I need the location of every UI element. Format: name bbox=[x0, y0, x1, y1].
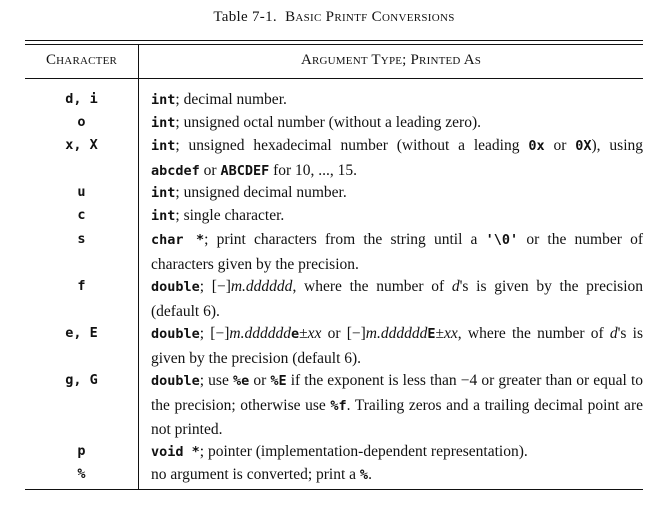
conversion-character: x, X bbox=[65, 137, 98, 153]
conversion-character: p bbox=[77, 443, 86, 459]
conversion-character: e, E bbox=[65, 325, 98, 341]
type-code: int bbox=[151, 208, 176, 224]
top-rule-inner bbox=[25, 44, 643, 45]
description-text: , where the number of bbox=[457, 325, 610, 342]
conversion-description: int; decimal number. bbox=[151, 88, 643, 113]
conversion-description: double; [−]m.dddddd, where the number of… bbox=[151, 275, 643, 323]
description-text: for 10, ..., 15. bbox=[269, 161, 358, 179]
code-literal: ABCDEF bbox=[220, 162, 270, 179]
type-code: void * bbox=[151, 444, 200, 460]
conversion-description: no argument is converted; print a %. bbox=[151, 463, 643, 488]
conversion-character: % bbox=[77, 466, 86, 482]
conversion-description: int; single character. bbox=[151, 204, 643, 229]
code-literal: %e bbox=[232, 373, 250, 389]
type-code: int bbox=[151, 185, 176, 201]
top-rule bbox=[25, 40, 643, 41]
description-text: ; unsigned octal number (without a leadi… bbox=[175, 114, 481, 131]
caption-number: Table 7-1. bbox=[213, 9, 277, 25]
description-text: ; use bbox=[199, 372, 233, 389]
description-text: no argument is converted; print a bbox=[151, 466, 360, 483]
description-text: . bbox=[368, 466, 372, 483]
code-literal: abcdef bbox=[151, 162, 200, 179]
header-argument-type: Argument Type; Printed As bbox=[300, 52, 482, 68]
code-literal: e bbox=[290, 326, 300, 342]
italic-placeholder: m.dddddd bbox=[229, 325, 291, 342]
description-text: ), using bbox=[591, 137, 643, 154]
description-text: 's is given by the precision (default 6)… bbox=[151, 278, 644, 320]
conversion-character: c bbox=[77, 207, 86, 223]
description-text: ; unsigned hexadecimal number (without a… bbox=[175, 137, 529, 154]
italic-placeholder: m.dddddd bbox=[230, 278, 293, 295]
code-literal: '\0' bbox=[485, 232, 519, 248]
type-code: double bbox=[151, 279, 200, 295]
conversion-character: g, G bbox=[65, 372, 98, 388]
code-literal: E bbox=[427, 326, 436, 342]
conversion-character: f bbox=[77, 278, 86, 294]
header-character: Character bbox=[45, 52, 118, 68]
description-text: ; single character. bbox=[175, 207, 285, 224]
type-code: int bbox=[151, 92, 176, 108]
conversion-description: double; [−]m.dddddde±xx or [−]m.ddddddE±… bbox=[151, 322, 643, 370]
description-text: ; decimal number. bbox=[175, 91, 287, 108]
caption-title: Basic Printf Conversions bbox=[285, 9, 455, 25]
header-rule bbox=[25, 78, 643, 79]
type-code: double bbox=[151, 373, 200, 389]
description-text: ; unsigned decimal number. bbox=[175, 184, 347, 201]
description-text: ± bbox=[299, 325, 308, 342]
conversion-character: d, i bbox=[65, 91, 98, 107]
italic-placeholder: xx bbox=[307, 325, 322, 342]
conversion-description: int; unsigned hexadecimal number (withou… bbox=[151, 134, 643, 183]
conversion-character: s bbox=[77, 231, 86, 247]
code-literal: % bbox=[359, 467, 369, 483]
description-text: ; pointer (implementation-dependent repr… bbox=[199, 443, 528, 460]
italic-placeholder: xx bbox=[444, 325, 458, 342]
description-text: or [−] bbox=[321, 325, 366, 342]
conversion-description: int; unsigned octal number (without a le… bbox=[151, 111, 643, 136]
bottom-rule bbox=[25, 489, 643, 490]
description-text: . Trailing zeros and a trailing decimal … bbox=[151, 396, 643, 439]
description-text: ; [−] bbox=[199, 278, 231, 295]
description-text: or bbox=[199, 161, 221, 179]
conversion-character: u bbox=[77, 184, 86, 200]
type-code: char * bbox=[151, 232, 205, 248]
type-code: int bbox=[151, 138, 176, 154]
code-literal: %E bbox=[270, 373, 287, 389]
code-literal: %f bbox=[330, 397, 347, 414]
conversion-description: void *; pointer (implementation-dependen… bbox=[151, 440, 643, 465]
code-literal: 0X bbox=[575, 138, 592, 154]
description-text: if the exponent is less than −4 or great… bbox=[151, 372, 643, 414]
description-text: ; [−] bbox=[199, 325, 230, 342]
conversion-character: o bbox=[77, 114, 86, 130]
code-literal: 0x bbox=[528, 138, 545, 154]
column-divider bbox=[138, 45, 139, 489]
type-code: double bbox=[151, 326, 200, 342]
italic-placeholder: d bbox=[609, 325, 618, 342]
description-text: or bbox=[249, 372, 271, 389]
description-text: , where the number of bbox=[292, 278, 452, 295]
description-text: 's is given by the precision (default 6)… bbox=[151, 325, 643, 367]
description-text: or bbox=[544, 137, 576, 154]
italic-placeholder: d bbox=[451, 278, 460, 295]
conversion-description: double; use %e or %E if the exponent is … bbox=[151, 369, 643, 442]
table-caption: Table 7-1. Basic Printf Conversions bbox=[0, 9, 668, 26]
description-text: ; print characters from the string until… bbox=[204, 231, 486, 248]
type-code: int bbox=[151, 115, 176, 131]
description-text: ± bbox=[435, 325, 445, 342]
conversion-description: char *; print characters from the string… bbox=[151, 228, 643, 276]
italic-placeholder: m.dddddd bbox=[365, 325, 428, 342]
conversion-description: int; unsigned decimal number. bbox=[151, 181, 643, 206]
description-text: or the number of characters given by the… bbox=[151, 231, 643, 273]
